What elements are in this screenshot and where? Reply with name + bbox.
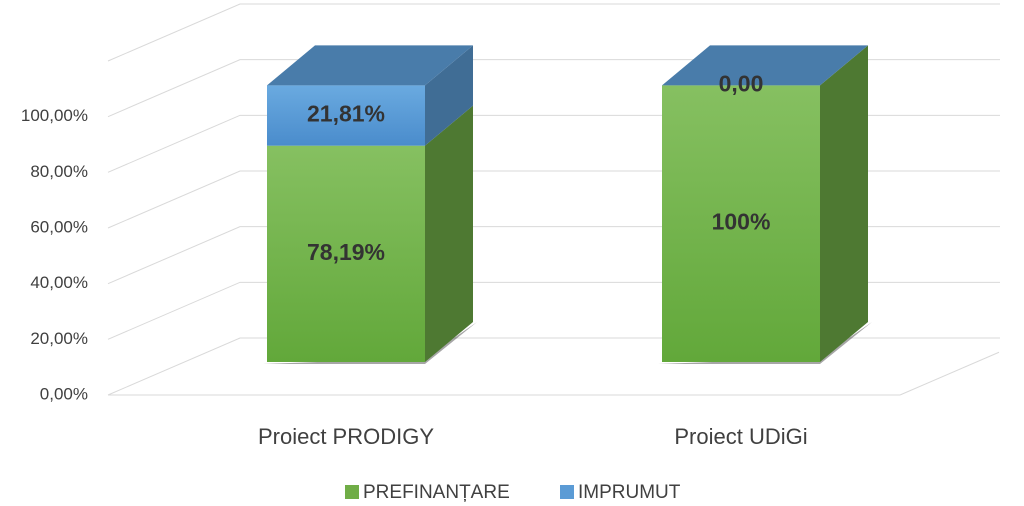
value-label: 100% [712,209,771,235]
x-tick-label: Proiect UDiGi [674,424,807,449]
grid-line [107,3,1000,62]
bar-top [662,45,868,86]
y-tick-label: 60,00% [30,217,88,236]
floor-edge [899,351,1000,396]
value-label: 21,81% [307,101,385,127]
y-tick-label: 100,00% [21,106,88,125]
bar-segment [267,145,425,362]
grid-line [107,337,1000,396]
bar-segment [662,85,820,362]
y-tick-label: 80,00% [30,162,88,181]
bar-side [425,105,473,363]
x-tick-label: Proiect PRODIGY [258,424,434,449]
legend-swatch [560,485,574,499]
y-tick-label: 20,00% [30,329,88,348]
bar-top [267,45,473,86]
bar-side [425,45,473,146]
bar-segment [267,85,425,146]
y-tick-label: 0,00% [40,384,88,403]
value-label: 0,00 [719,70,764,96]
legend-label: PREFINANȚARE [363,482,510,503]
bar-side [820,45,868,362]
value-label: 78,19% [307,239,385,265]
legend-label: IMPRUMUT [578,482,681,503]
y-tick-label: 40,00% [30,273,88,292]
legend-swatch [345,485,359,499]
